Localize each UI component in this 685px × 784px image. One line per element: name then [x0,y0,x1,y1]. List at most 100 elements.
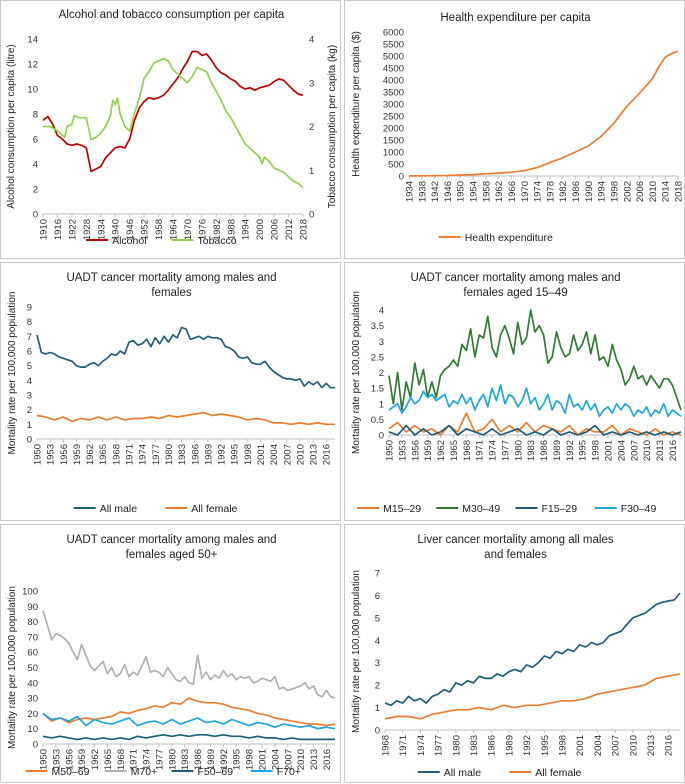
x-tick-label: 1992 [522,735,533,756]
y-tick-label: 14 [27,35,38,46]
legend-label: F50–69 [198,766,234,778]
y-tick-label: 1.5 [371,384,384,395]
x-tick-label: 1989 [203,444,214,465]
series-line-m30-49 [388,309,682,411]
y-tick-label: 10 [27,85,38,96]
y-tick-label: 0 [33,210,38,221]
panel-uadt-50plus: UADT cancer mortality among males and fem… [0,524,341,783]
x-tick-label: 2000 [255,219,266,240]
legend-label: M30–49 [462,503,500,515]
x-tick-label: 1966 [507,181,518,202]
x-tick-label: 1989 [206,749,217,770]
x-tick-label: 2010 [628,735,639,756]
x-tick-label: 1983 [526,440,537,461]
legend-label: Alcohol [112,235,146,247]
x-tick-label: 1953 [397,440,408,461]
y-tick-label: 40 [27,678,38,689]
x-tick-label: 2016 [322,444,333,465]
y2-tick-label: 3 [309,78,314,89]
y-tick-label: 20 [27,709,38,720]
x-tick-label: 2007 [629,440,640,461]
y-tick-label: 12 [27,60,38,71]
legend-item: M70+ [104,766,157,778]
series-line-tobacco [43,57,304,189]
y-tick-label: 3500 [383,88,404,99]
legend-label: All male [100,503,138,515]
y-tick-label: 2 [33,185,38,196]
x-tick-label: 1962 [494,181,505,202]
x-tick-label: 1942 [430,181,441,202]
x-tick-label: 1980 [513,440,524,461]
x-tick-label: 1986 [190,444,201,465]
x-tick-label: 1971 [125,444,136,465]
x-tick-label: 1965 [449,440,460,461]
x-tick-label: 2006 [270,219,281,240]
legend-label: F70+ [277,766,301,778]
chart-title-line: Alcohol and tobacco consumption per capi… [59,9,285,21]
y-tick-label: 0.5 [371,415,384,426]
chart-liver-cancer: Liver cancer mortality among all males an… [351,534,681,779]
x-tick-label: 2004 [270,749,281,770]
x-tick-label: 1974 [416,735,427,756]
x-tick-label: 1922 [67,219,78,240]
x-tick-label: 2018 [299,219,310,240]
x-tick-label: 1998 [245,749,256,770]
chart-title: UADT cancer mortality among males and fem… [66,534,276,561]
x-tick-label: 1968 [462,440,473,461]
series-line-f30-49 [388,384,682,418]
x-tick-label: 2013 [309,749,320,770]
x-tick-label: 1959 [77,749,88,770]
x-tick-label: 1962 [90,749,101,770]
x-tick-label: 1983 [469,735,480,756]
chart-title-line: UADT cancer mortality among males and [410,272,620,284]
y-tick-label: 1000 [383,148,404,159]
y-tick-label: 3000 [383,100,404,111]
x-tick-label: 1934 [96,219,107,240]
x-tick-label: 2002 [622,181,633,202]
y-tick-label: 0 [27,435,32,446]
x-tick-label: 1986 [539,440,550,461]
x-tick-label: 1978 [545,181,556,202]
y-tick-label: 6 [33,135,38,146]
chart-title-line: UADT cancer mortality among males and [66,534,276,546]
x-tick-label: 2004 [269,444,280,465]
x-tick-label: 2018 [674,181,685,202]
legend-label: All female [191,503,237,515]
y-tick-label: 4 [33,160,38,171]
x-tick-label: 1983 [177,444,188,465]
x-tick-label: 1989 [552,440,563,461]
legend-item: All male [73,503,138,515]
series-line-f15-29 [388,424,682,436]
legend-label: Health expenditure [465,232,553,244]
y-tick-label: 30 [27,694,38,705]
series-line-health-expenditure [408,50,679,177]
y-tick-label: 0 [33,740,38,751]
legend-item: M50–69 [25,766,90,778]
x-tick-label: 1995 [540,735,551,756]
y-tick-label: 0 [375,726,380,737]
x-tick-label: 1983 [180,749,191,770]
x-tick-label: 1998 [558,735,569,756]
y-tick-label: 3 [375,658,380,669]
x-tick-label: 1974 [142,749,153,770]
x-tick-label: 1959 [72,444,83,465]
legend-item: Alcohol [86,235,147,247]
y-tick-label: 5000 [383,52,404,63]
x-tick-label: 1992 [565,440,576,461]
x-tick-label: 1965 [98,444,109,465]
chart-uadt-15-49: UADT cancer mortality among males and fem… [351,272,682,515]
y-axis-title: Mortality rate per 100,000 population [7,292,18,455]
y-tick-label: 5 [27,361,32,372]
x-tick-label: 2001 [575,735,586,756]
x-tick-label: 1977 [500,440,511,461]
series-line-f50-69 [42,733,335,741]
panel-uadt-all: UADT cancer mortality among males and fem… [0,262,341,521]
x-tick-label: 1956 [410,440,421,461]
x-tick-label: 2007 [282,444,293,465]
legend-label: F15–29 [542,503,578,515]
y-tick-label: 2.5 [371,352,384,363]
y-axis-title: Health expenditure per capita ($) [351,31,362,177]
legend-label: M15–29 [383,503,421,515]
x-tick-label: 1977 [154,749,165,770]
legend-item: M30–49 [436,503,500,515]
